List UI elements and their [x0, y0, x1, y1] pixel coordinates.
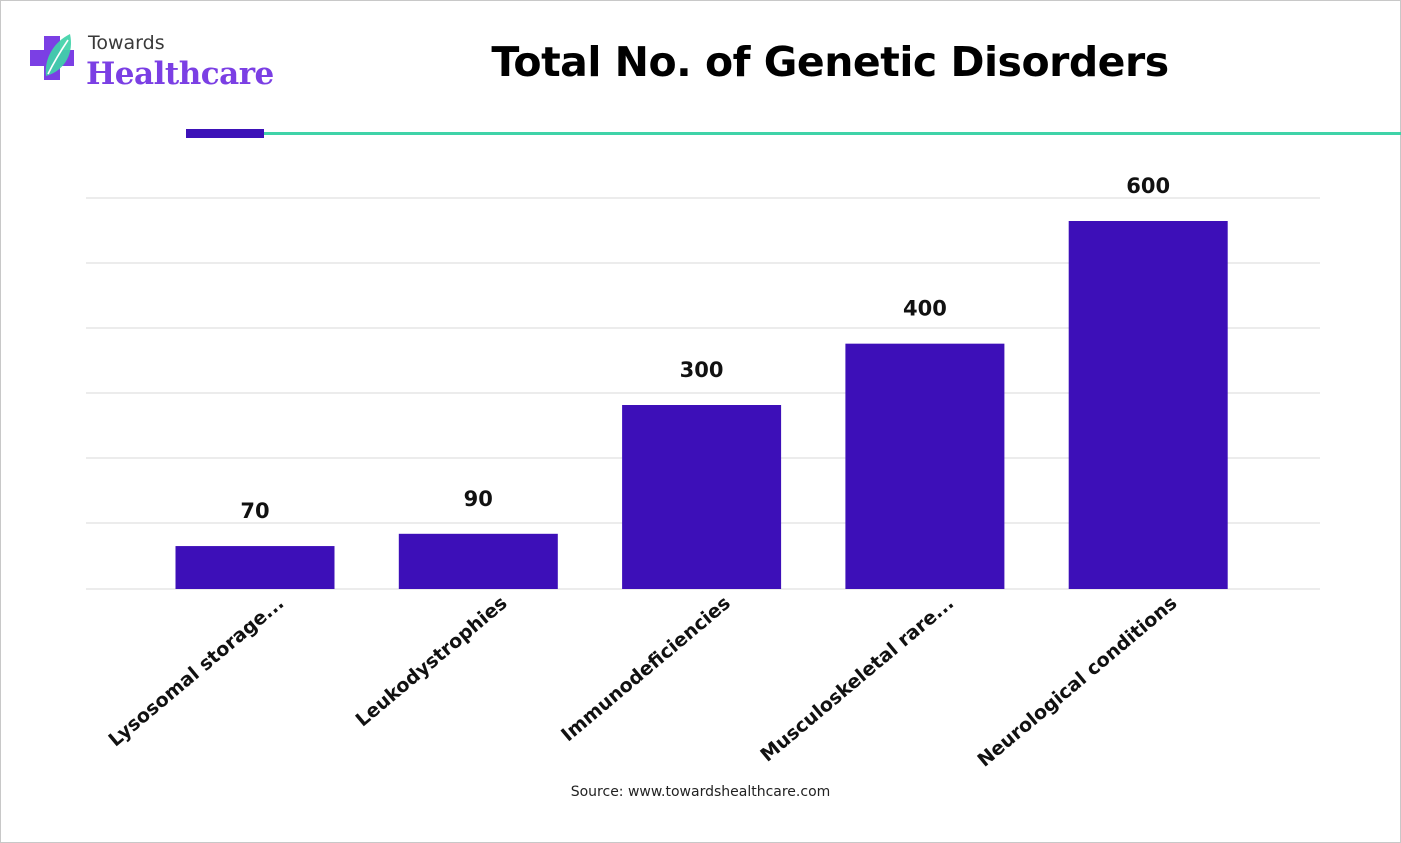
- category-labels: Lysosomal storage... Leukodystrophies Immu…: [104, 592, 1181, 772]
- brand-word-healthcare: Healthcare: [86, 56, 274, 92]
- source-note: Source: www.towardshealthcare.com: [570, 784, 831, 800]
- bar: [622, 405, 782, 589]
- bar: [398, 533, 558, 589]
- category-label: Neurological conditions: [973, 592, 1181, 772]
- data-label: 400: [903, 297, 947, 321]
- category-label: Lysosomal storage...: [104, 592, 288, 751]
- data-labels: 70 90 300 400 600: [240, 174, 1170, 523]
- medical-cross-leaf-icon: [30, 34, 74, 80]
- category-label: Immunodeficiencies: [557, 592, 735, 746]
- title-underline-accent: [186, 129, 264, 138]
- title-underline-rule: [264, 132, 1401, 135]
- data-label: 300: [680, 358, 724, 382]
- data-label: 70: [240, 499, 269, 523]
- bars: [175, 221, 1228, 589]
- data-label: 90: [464, 487, 493, 511]
- category-label: Leukodystrophies: [352, 592, 512, 731]
- bar: [845, 343, 1005, 589]
- data-label: 600: [1126, 174, 1170, 198]
- bar: [175, 546, 335, 589]
- brand-word-towards: Towards: [88, 32, 165, 54]
- chart-title: Total No. of Genetic Disorders: [491, 38, 1169, 86]
- brand-logo: Towards Healthcare: [26, 30, 274, 100]
- category-label: Musculoskeletal rare...: [756, 592, 958, 766]
- bar: [1068, 221, 1228, 589]
